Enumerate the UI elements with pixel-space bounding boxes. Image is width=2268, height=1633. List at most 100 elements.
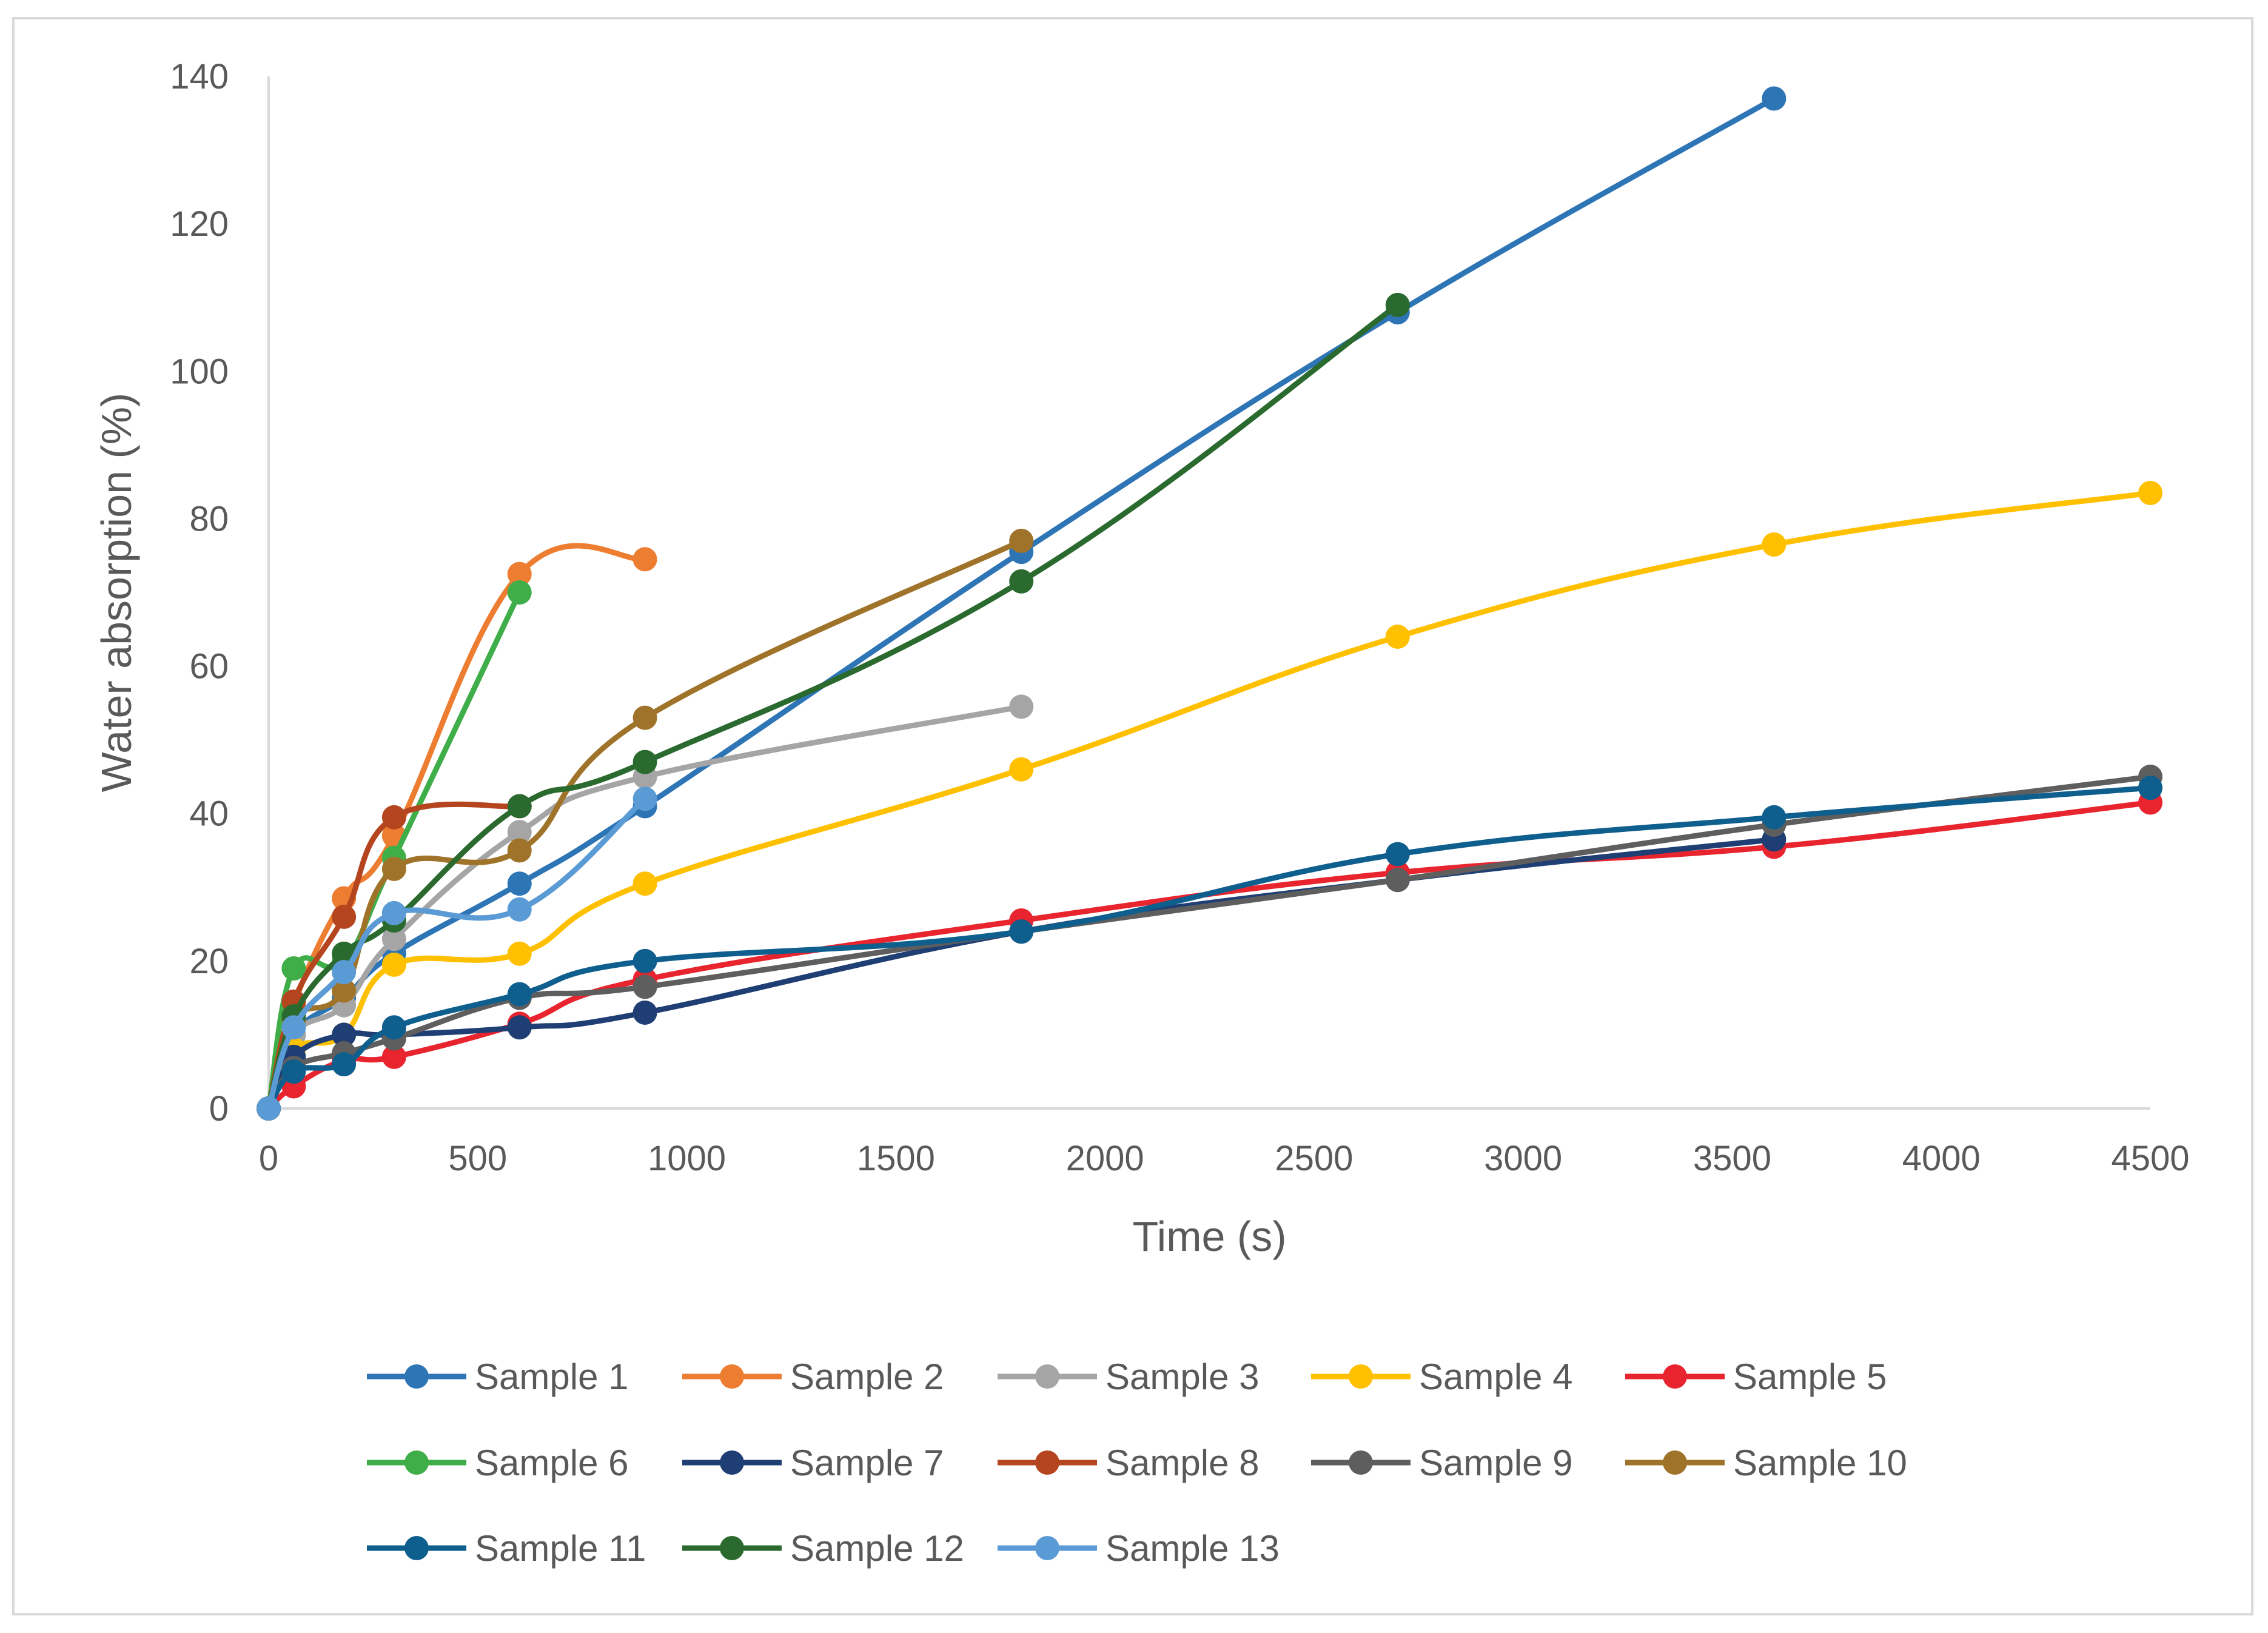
data-point [1385, 868, 1410, 893]
data-point [332, 1022, 357, 1047]
y-tick-label: 20 [189, 942, 229, 981]
legend-label: Sample 1 [475, 1356, 628, 1397]
legend-swatch-marker [720, 1364, 744, 1389]
data-point [281, 956, 306, 981]
y-tick-label: 100 [170, 352, 229, 391]
data-point [332, 978, 357, 1003]
legend-swatch-marker [1035, 1450, 1059, 1475]
legend-label: Sample 10 [1733, 1443, 1907, 1483]
y-axis-label: Water absorption (%) [93, 393, 140, 793]
legend-label: Sample 7 [790, 1443, 944, 1483]
y-tick-label: 0 [209, 1089, 229, 1128]
data-point [507, 1015, 532, 1040]
legend-item-5: Sample 5 [1625, 1356, 1887, 1397]
x-tick-label: 1000 [648, 1139, 726, 1178]
data-point [632, 1000, 657, 1025]
y-tick-label: 80 [189, 499, 229, 538]
legend-swatch-marker [404, 1364, 429, 1389]
data-point [381, 805, 406, 830]
data-point [1009, 569, 1034, 594]
series-line [266, 785, 2153, 1112]
series-line [266, 703, 1024, 1112]
axes: 0 500 1000 1500 2000 2500 3000 3500 4000 4500 0 20 4… [170, 57, 2189, 1178]
legend-label: Sample 11 [475, 1528, 646, 1569]
data-point [381, 900, 406, 925]
legend-swatch-marker [1035, 1364, 1059, 1389]
data-point [507, 838, 532, 863]
data-point [1762, 805, 1787, 830]
series-line [266, 774, 2153, 1112]
y-tick-label: 40 [189, 794, 229, 834]
data-point [381, 927, 406, 951]
series-12 [257, 292, 1410, 1121]
data-point [1762, 86, 1787, 111]
data-point [507, 982, 532, 1007]
legend-label: Sample 3 [1105, 1356, 1259, 1397]
legend-item-10: Sample 10 [1625, 1443, 1907, 1483]
data-point [1385, 842, 1410, 867]
data-point [381, 856, 406, 881]
data-point [632, 974, 657, 999]
legend-label: Sample 12 [790, 1528, 964, 1569]
series-7 [257, 827, 1787, 1121]
legend-item-6: Sample 6 [367, 1443, 628, 1483]
legend-item-11: Sample 11 [367, 1528, 646, 1569]
data-point [2138, 776, 2162, 800]
legend-swatch-marker [404, 1450, 429, 1475]
data-point [1009, 919, 1034, 944]
legend-swatch-marker [720, 1536, 744, 1560]
x-tick-label: 2500 [1275, 1139, 1353, 1178]
data-point [1009, 757, 1034, 782]
series-line [266, 490, 2153, 1112]
x-tick-label: 1500 [857, 1139, 935, 1178]
data-point [332, 960, 357, 985]
data-point [507, 794, 532, 819]
data-point [381, 952, 406, 977]
legend-item-1: Sample 1 [367, 1356, 628, 1397]
x-tick-label: 3500 [1693, 1139, 1771, 1178]
x-tick-label: 2000 [1066, 1139, 1144, 1178]
data-point [332, 904, 357, 929]
y-tick-label: 140 [170, 57, 229, 96]
series-13 [257, 786, 657, 1121]
data-point [381, 1015, 406, 1040]
data-point [1009, 528, 1034, 553]
x-axis-label: Time (s) [1132, 1213, 1286, 1260]
legend-swatch-marker [1349, 1450, 1373, 1475]
legend-item-9: Sample 9 [1311, 1443, 1572, 1483]
data-point [1385, 624, 1410, 649]
series-line [266, 302, 1401, 1112]
legend-swatch-marker [1349, 1364, 1373, 1389]
legend-item-4: Sample 4 [1311, 1356, 1572, 1397]
legend-label: Sample 13 [1105, 1528, 1280, 1569]
x-tick-label: 4500 [2111, 1139, 2189, 1178]
series-line [266, 800, 2153, 1112]
data-point [257, 1096, 281, 1121]
data-point [632, 786, 657, 811]
legend-label: Sample 5 [1733, 1356, 1887, 1397]
data-point [632, 871, 657, 896]
data-point [632, 547, 657, 572]
series-5 [257, 790, 2162, 1121]
y-tick-label: 60 [189, 647, 229, 686]
y-tick-label: 120 [170, 204, 229, 244]
data-point [332, 1052, 357, 1077]
data-point [507, 562, 532, 586]
data-point [507, 941, 532, 966]
legend-label: Sample 8 [1105, 1443, 1259, 1483]
legend-label: Sample 4 [1419, 1356, 1572, 1397]
x-tick-label: 4000 [1902, 1139, 1981, 1178]
data-point [281, 1015, 306, 1040]
legend-item-7: Sample 7 [682, 1443, 944, 1483]
data-point [632, 749, 657, 774]
legend-label: Sample 6 [475, 1443, 628, 1483]
legend-swatch-marker [1663, 1364, 1687, 1389]
legend: Sample 1 Sample 2 Sample 3 Sample 4 Sample 5… [367, 1356, 1907, 1569]
legend-item-13: Sample 13 [998, 1528, 1280, 1569]
legend-item-8: Sample 8 [998, 1443, 1259, 1483]
legend-item-12: Sample 12 [682, 1528, 964, 1569]
legend-swatch-marker [1663, 1450, 1687, 1475]
legend-swatch-marker [404, 1536, 429, 1560]
data-point [507, 871, 532, 896]
data-point [632, 948, 657, 973]
